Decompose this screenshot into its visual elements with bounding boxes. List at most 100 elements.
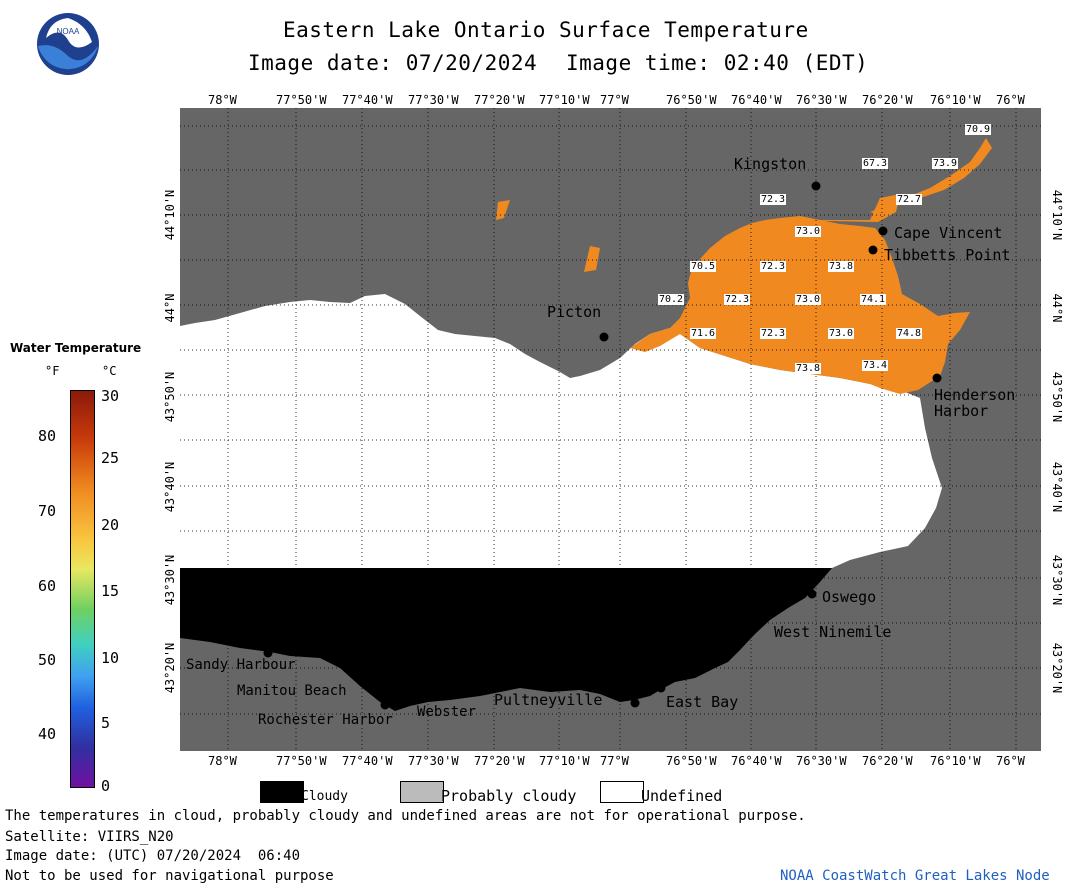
temperature-label: 72.7: [896, 194, 923, 205]
colorbar-unit-c: °C: [102, 364, 117, 378]
bottom-lon-label: 77°30'W: [408, 754, 459, 768]
cloudy-area: [180, 568, 832, 711]
place-sandy-harbour: Sandy Harbour: [186, 657, 296, 673]
right-lat-label: 43°20'N: [1050, 642, 1064, 694]
image-time: Image time: 02:40 (EDT): [566, 51, 869, 75]
temperature-label: 70.2: [658, 294, 685, 305]
bottom-lon-label: 77°10'W: [539, 754, 590, 768]
top-lon-label: 76°20'W: [862, 93, 913, 107]
top-lon-label: 77°40'W: [342, 93, 393, 107]
bottom-lon-label: 76°20'W: [862, 754, 913, 768]
bottom-lon-label: 76°50'W: [666, 754, 717, 768]
place-rochester-harbor: Rochester Harbor: [258, 712, 393, 728]
colorbar-f-tick: 60: [38, 577, 57, 595]
top-lon-label: 76°50'W: [666, 93, 717, 107]
footer-utc-date: Image date: (UTC) 07/20/2024 06:40: [5, 848, 301, 864]
left-lat-label: 43°50'N: [163, 371, 177, 423]
bottom-lon-label: 77°20'W: [474, 754, 525, 768]
temperature-label: 70.5: [690, 261, 717, 272]
colorbar-c-tick: 30: [101, 387, 120, 405]
temperature-label: 70.9: [965, 124, 992, 135]
colorbar-c-tick: 10: [101, 649, 120, 667]
temperature-label: 72.3: [760, 261, 787, 272]
place-cape-vincent: Cape Vincent: [894, 224, 1003, 242]
place-west-ninemile: West Ninemile: [774, 623, 892, 641]
top-lon-label: 78°W: [208, 93, 237, 107]
place-webster: Webster: [417, 704, 477, 720]
place-pultneyville: Pultneyville: [494, 691, 603, 709]
temperature-label: 73.8: [795, 363, 822, 374]
temperature-label: 72.3: [724, 294, 751, 305]
legend-probably-cloudy-swatch: [400, 781, 444, 803]
colorbar-f-tick: 50: [38, 651, 57, 669]
temperature-label: 73.0: [795, 294, 822, 305]
image-date: Image date: 07/20/2024: [248, 51, 538, 75]
temperature-label: 67.3: [862, 158, 889, 169]
colorbar-c-tick: 15: [101, 582, 120, 600]
footer-satellite: Satellite: VIIRS_N20: [5, 829, 174, 845]
top-lon-label: 77°20'W: [474, 93, 525, 107]
colorbar-f-tick: 40: [38, 725, 57, 743]
bottom-lon-label: 77°W: [600, 754, 629, 768]
bottom-lon-label: 77°50'W: [276, 754, 327, 768]
right-lat-label: 44°N: [1050, 293, 1064, 323]
place-oswego: Oswego: [822, 588, 877, 606]
place-tibbetts-point: Tibbetts Point: [884, 246, 1011, 264]
left-lat-label: 43°40'N: [163, 461, 177, 513]
top-lon-label: 77°30'W: [408, 93, 459, 107]
colorbar-f-tick: 70: [38, 502, 57, 520]
temperature-label: 73.4: [862, 360, 889, 371]
temperature-label: 72.3: [760, 328, 787, 339]
colorbar-title: Water Temperature: [10, 341, 142, 355]
temperature-label: 72.3: [760, 194, 787, 205]
top-lon-label: 77°W: [600, 93, 629, 107]
right-lat-label: 44°10'N: [1050, 189, 1064, 241]
colorbar-c-tick: 25: [101, 449, 120, 467]
bottom-lon-label: 76°30'W: [796, 754, 847, 768]
undefined-lake-area: [180, 294, 942, 568]
temperature-label: 71.6: [690, 328, 717, 339]
top-lon-label: 76°W: [996, 93, 1025, 107]
legend-probably-cloudy-label: Probably cloudy: [441, 787, 577, 805]
colorbar-c-tick: 5: [101, 714, 111, 732]
bottom-lon-label: 78°W: [208, 754, 237, 768]
top-lon-label: 77°50'W: [276, 93, 327, 107]
legend-cloudy-label: Cloudy: [301, 789, 348, 804]
colorbar-unit-f: °F: [45, 364, 60, 378]
page-title: Eastern Lake Ontario Surface Temperature: [283, 18, 809, 42]
legend-undefined-label: Undefined: [641, 787, 723, 805]
legend-cloudy-swatch: [260, 781, 304, 803]
place-henderson-harbor: Henderson Harbor: [934, 386, 1016, 420]
temperature-label: 73.8: [828, 261, 855, 272]
place-east-bay: East Bay: [666, 693, 739, 711]
place-kingston: Kingston: [734, 155, 807, 173]
colorbar: [70, 390, 95, 788]
left-lat-label: 44°N: [163, 293, 177, 323]
left-lat-label: 44°10'N: [163, 189, 177, 241]
colorbar-c-tick: 0: [101, 777, 111, 795]
bottom-lon-label: 76°W: [996, 754, 1025, 768]
top-lon-label: 76°10'W: [930, 93, 981, 107]
footer-nav-note: Not to be used for navigational purpose: [5, 868, 334, 884]
footer-credit: NOAA CoastWatch Great Lakes Node: [780, 868, 1050, 884]
svg-text:NOAA: NOAA: [57, 27, 80, 36]
noaa-logo: NOAA: [36, 12, 100, 76]
colorbar-f-tick: 80: [38, 427, 57, 445]
temperature-label: 73.9: [932, 158, 959, 169]
bottom-lon-label: 76°40'W: [731, 754, 782, 768]
place-manitou-beach: Manitou Beach: [237, 683, 347, 699]
top-lon-label: 76°30'W: [796, 93, 847, 107]
map-panel: 70.9 67.3 73.9 72.3 72.7 73.0 70.5 72.3 73.8 70.2…: [180, 108, 1041, 751]
right-lat-label: 43°30'N: [1050, 554, 1064, 606]
left-lat-label: 43°20'N: [163, 642, 177, 694]
bottom-lon-label: 77°40'W: [342, 754, 393, 768]
temperature-label: 73.0: [795, 226, 822, 237]
legend-undefined-swatch: [600, 781, 644, 803]
bottom-lon-label: 76°10'W: [930, 754, 981, 768]
temperature-label: 74.1: [860, 294, 887, 305]
temperature-label: 73.0: [828, 328, 855, 339]
place-picton: Picton: [547, 303, 602, 321]
right-lat-label: 43°40'N: [1050, 461, 1064, 513]
top-lon-label: 76°40'W: [731, 93, 782, 107]
colorbar-c-tick: 20: [101, 516, 120, 534]
